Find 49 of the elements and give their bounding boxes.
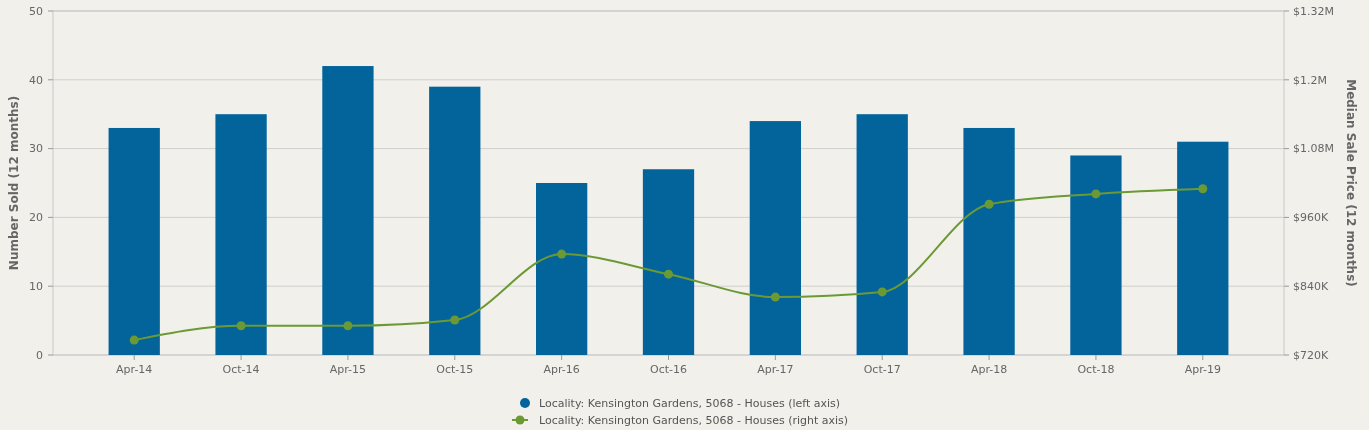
bar [322, 66, 374, 355]
point [450, 315, 460, 325]
x-tick-label: Oct-18 [1077, 363, 1115, 376]
y-tick-label: 40 [29, 73, 43, 87]
y-tick-label: 30 [29, 142, 43, 156]
y2-tick-label: $960K [1293, 211, 1329, 225]
bar [1177, 141, 1229, 355]
point [984, 199, 994, 209]
y2-tick-label: $1.08M [1293, 142, 1334, 156]
point [1091, 189, 1101, 199]
bar [108, 127, 160, 355]
y-tick-label: 50 [29, 4, 43, 18]
bar [856, 114, 908, 355]
y2-tick-label: $1.32M [1293, 4, 1334, 18]
x-tick-label: Oct-14 [222, 363, 260, 376]
y2-tick-label: $720K [1293, 348, 1329, 362]
point [1198, 184, 1208, 194]
y2-axis-title: Median Sale Price (12 months) [1344, 79, 1358, 287]
point [343, 321, 353, 331]
bar [749, 121, 801, 355]
bar [215, 114, 267, 355]
point [877, 287, 887, 297]
point [129, 335, 139, 345]
x-tick-label: Apr-14 [116, 363, 153, 376]
x-tick-label: Oct-16 [650, 363, 687, 376]
x-tick-label: Apr-16 [543, 363, 580, 376]
legend-label: Locality: Kensington Gardens, 5068 - Houses (right axis) [539, 413, 849, 427]
y-axis-title: Number Sold (12 months) [7, 95, 21, 271]
point [557, 249, 567, 259]
bar [642, 169, 695, 355]
x-tick-label: Apr-17 [757, 363, 794, 376]
y-tick-label: 10 [29, 280, 43, 294]
x-tick-label: Oct-15 [436, 363, 474, 376]
point [664, 269, 673, 279]
point [236, 321, 246, 331]
x-tick-label: Apr-15 [329, 363, 367, 376]
bar [963, 127, 1015, 355]
x-tick-label: Apr-18 [970, 363, 1008, 376]
bar [429, 86, 481, 355]
legend-label: Locality: Kensington Gardens, 5068 - Houses (left axis) [539, 396, 841, 410]
y-tick-label: 0 [36, 348, 43, 362]
x-tick-label: Apr-19 [1184, 363, 1221, 376]
point [770, 292, 780, 302]
bar [536, 183, 588, 355]
y-tick-label: 20 [29, 211, 43, 225]
bar [1070, 155, 1122, 355]
y2-tick-label: $840K [1293, 280, 1329, 294]
y2-tick-label: $1.2M [1293, 73, 1327, 87]
x-tick-label: Oct-17 [863, 363, 901, 376]
